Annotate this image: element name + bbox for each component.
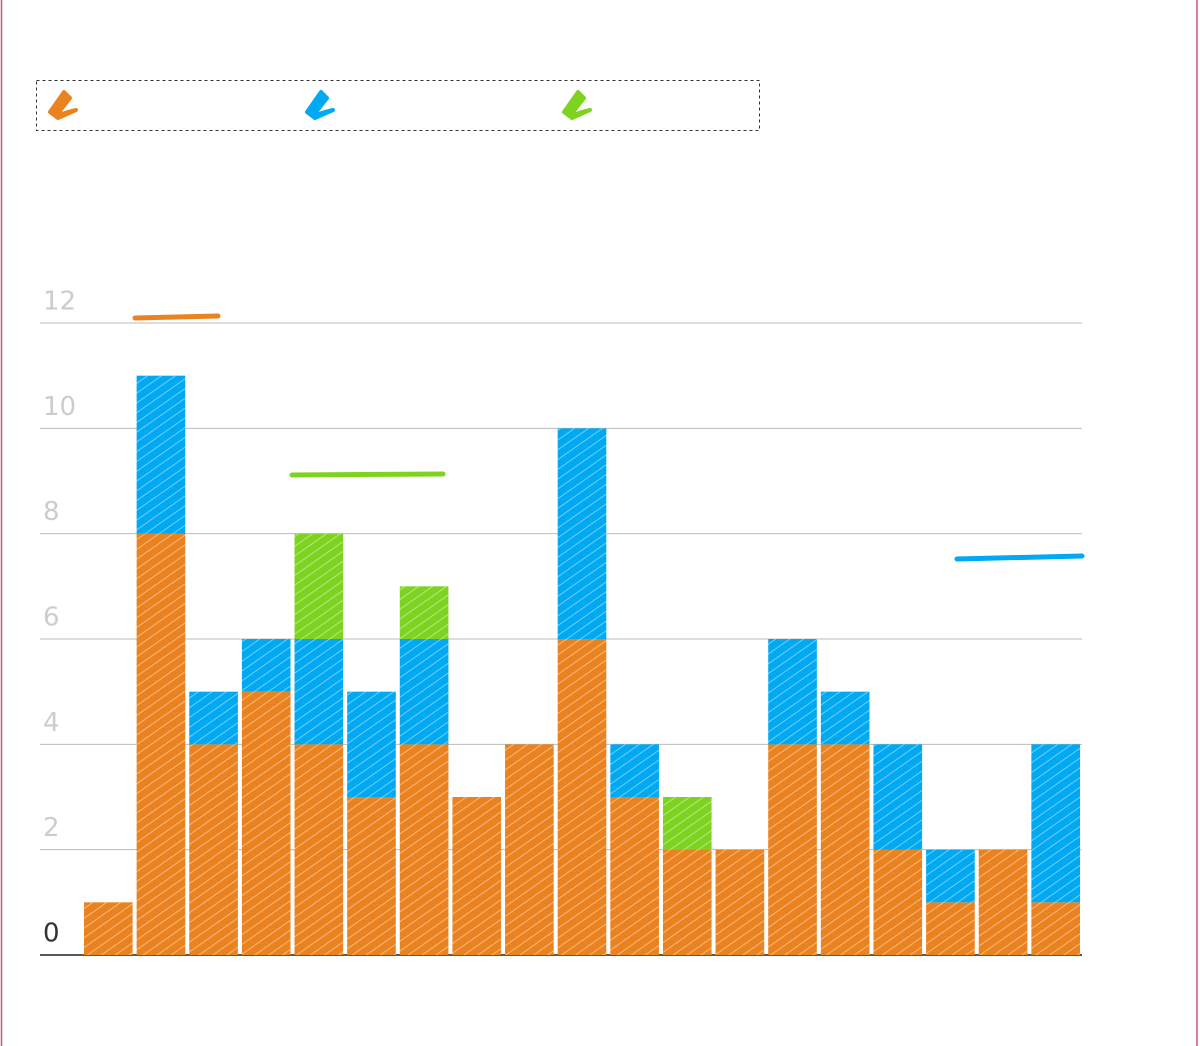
bar-hatch (136, 375, 186, 534)
bar-hatch (399, 639, 449, 745)
bar-hatch (662, 797, 712, 850)
bar-hatch (347, 691, 396, 797)
bar-hatch (926, 849, 975, 903)
bar-hatch (978, 849, 1028, 955)
decoration-line (289, 471, 446, 478)
bar-hatch (347, 797, 396, 955)
legend (48, 90, 592, 120)
bar-hatch (136, 533, 186, 955)
bar-hatch (241, 691, 291, 955)
y-tick-label: 6 (43, 603, 60, 633)
bar-hatch (294, 639, 344, 745)
bar-hatch (557, 428, 607, 639)
legend-swatch (562, 90, 592, 120)
decoration-line (132, 313, 221, 321)
bar-hatch (768, 639, 817, 745)
bar-hatch (189, 691, 238, 745)
bar-hatch (294, 744, 344, 955)
y-tick-label: 8 (43, 497, 60, 527)
bar-hatch (610, 744, 659, 797)
bar-hatch (926, 902, 975, 955)
bar-hatch (715, 849, 765, 955)
bar-hatch (557, 639, 607, 955)
y-tick-label: 2 (43, 813, 60, 843)
bar-hatch (294, 533, 344, 639)
bar-hatch (399, 586, 449, 639)
bar-hatch (1031, 744, 1080, 903)
y-tick-label: 10 (43, 392, 76, 422)
bar-hatch (241, 639, 291, 692)
bar-hatch (873, 849, 923, 955)
y-tick-label: 12 (43, 287, 76, 317)
legend-box (36, 80, 760, 131)
bar-hatch (84, 902, 133, 955)
bars (84, 375, 1080, 955)
bar-hatch (189, 744, 238, 955)
bar-hatch (399, 744, 449, 955)
bar-hatch (452, 797, 502, 955)
bar-hatch (820, 691, 870, 745)
bar-hatch (1031, 902, 1080, 955)
bar-hatch (662, 849, 712, 955)
legend-swatch (48, 90, 78, 120)
bar-hatch (873, 744, 923, 850)
y-tick-label: 4 (43, 708, 60, 738)
bar-hatch (820, 744, 870, 955)
bar-hatch (610, 797, 659, 955)
decoration-line (954, 553, 1085, 562)
bar-hatch (505, 744, 554, 955)
bar-hatch (768, 744, 817, 955)
y-tick-label: 0 (43, 919, 60, 949)
legend-swatch (305, 90, 335, 120)
